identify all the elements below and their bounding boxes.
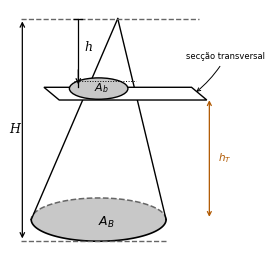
Polygon shape [44,87,207,100]
Text: secção transversal: secção transversal [186,52,266,91]
Ellipse shape [69,78,128,99]
Text: h: h [85,41,93,54]
Text: H: H [9,123,20,136]
Text: $A_B$: $A_B$ [98,215,115,230]
Text: $A_b$: $A_b$ [94,82,109,95]
Text: $h_T$: $h_T$ [218,152,232,165]
Ellipse shape [31,198,166,241]
